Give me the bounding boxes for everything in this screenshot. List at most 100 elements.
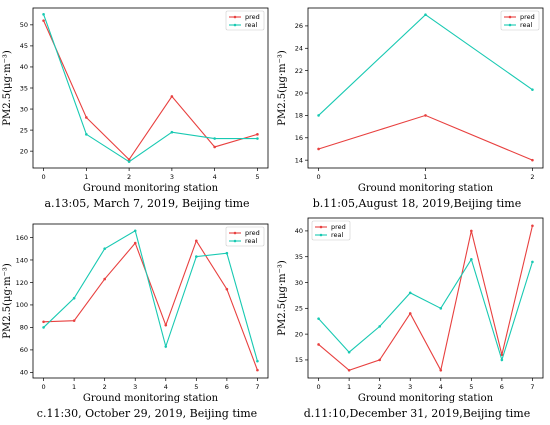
data-point-real [256,359,259,363]
legend-label-real: real [245,21,258,29]
series-line-pred [318,225,533,372]
data-point-real [500,358,504,362]
series-line-real [318,14,533,116]
data-point-real [225,251,229,255]
series-line-pred [43,20,258,161]
data-point-real [531,88,534,91]
y-tick-label: 16 [295,134,303,142]
legend-marker-pred [233,15,237,19]
data-point-real [103,247,106,251]
data-point-pred [500,353,504,357]
caption-b: b.11:05,August 18, 2019,Beijing time [312,197,522,210]
y-tick-label: 45 [20,42,28,50]
data-point-real [439,307,443,310]
y-tick-label: 14 [295,156,303,164]
data-point-pred [42,320,45,324]
x-tick-label: 3 [170,173,174,181]
data-point-pred [378,358,381,362]
data-point-pred [195,239,198,243]
data-point-pred [470,229,473,233]
series-line-real [43,14,258,163]
data-point-real [72,296,76,300]
x-axis-label: Ground monitoring station [83,183,219,194]
data-point-real [424,13,427,17]
legend-marker-real [508,23,512,27]
y-tick-label: 80 [20,324,28,332]
y-tick-label: 15 [295,356,303,364]
data-point-pred [170,95,174,98]
data-point-pred [225,287,229,291]
data-point-pred [317,343,320,346]
x-tick-label: 5 [194,383,198,391]
x-tick-label: 1 [72,383,76,391]
x-tick-label: 2 [530,173,534,181]
legend-marker-real [319,233,323,237]
data-point-pred [439,368,443,372]
y-tick-label: 20 [295,330,303,338]
data-point-pred [164,323,168,327]
y-tick-label: 60 [20,346,28,354]
x-tick-label: 5 [255,173,259,181]
data-point-pred [213,145,216,149]
y-tick-label: 20 [295,89,303,97]
y-tick-label: 18 [295,112,303,120]
legend-label-pred: pred [331,223,346,231]
chart-panel-d: 0 1 2 3 4 5 6 7 15 20 25 30 35 40 Ground monitoring st… [275,212,550,407]
y-tick-label: 20 [20,147,28,155]
data-point-real [164,345,168,348]
x-tick-label: 0 [317,173,321,181]
data-point-pred [347,368,351,372]
data-point-real [213,137,216,140]
data-point-pred [317,147,320,151]
legend-marker-pred [508,15,512,19]
x-tick-label: 2 [127,173,131,181]
y-tick-label: 25 [295,305,303,313]
data-point-real [531,260,534,264]
legend-label-pred: pred [245,13,260,21]
data-point-pred [256,133,259,136]
legend-marker-real [233,239,237,243]
data-point-real [42,13,45,16]
data-point-pred [42,19,45,22]
x-axis-label: Ground monitoring station [358,393,494,404]
data-point-pred [256,368,259,372]
plot-frame [307,7,544,169]
chart-d: 0 1 2 3 4 5 6 7 15 20 25 30 35 40 Ground monitoring st… [277,217,544,404]
x-tick-label: 2 [378,383,382,391]
data-point-real [470,257,473,261]
x-tick-label: 7 [255,383,259,391]
chart-panel-b: 0 1 2 14 16 18 20 22 24 26 Ground monitoring stati… [275,0,550,195]
legend-marker-pred [233,231,237,235]
y-tick-label: 30 [20,105,28,113]
data-point-real [317,114,320,117]
y-tick-label: 30 [295,279,303,287]
x-tick-label: 4 [439,383,443,391]
series-line-pred [318,114,533,161]
series-line-real [43,229,258,362]
caption-c: c.11:30, October 29, 2019, Beijing time [36,407,258,420]
caption-a: a.13:05, March 7, 2019, Beijing time [44,197,250,210]
data-point-real [170,130,174,134]
series-line-real [318,257,533,362]
y-tick-label: 25 [20,126,28,134]
y-tick-label: 120 [16,279,28,287]
legend-marker-pred [319,225,323,229]
data-point-pred [424,114,427,117]
x-tick-label: 1 [347,383,351,391]
legend-marker-real [233,23,237,27]
plot-frame [307,217,544,379]
x-tick-label: 4 [213,173,217,181]
data-point-real [408,291,412,295]
data-point-pred [72,319,76,322]
data-point-real [127,160,131,163]
data-point-real [317,317,320,320]
x-tick-label: 1 [84,173,88,181]
data-point-pred [133,241,137,245]
caption-d: d.11:10,December 31, 2019,Beijing time [303,407,531,420]
legend-label-real: real [245,237,258,245]
legend-label-pred: pred [520,13,535,21]
chart-panel-a: 0 1 2 3 4 5 20 25 30 35 40 45 50 Ground monitoring st… [0,0,275,195]
y-axis-label: PM2.5(μg·m⁻³) [277,50,288,126]
y-tick-label: 26 [295,22,303,30]
